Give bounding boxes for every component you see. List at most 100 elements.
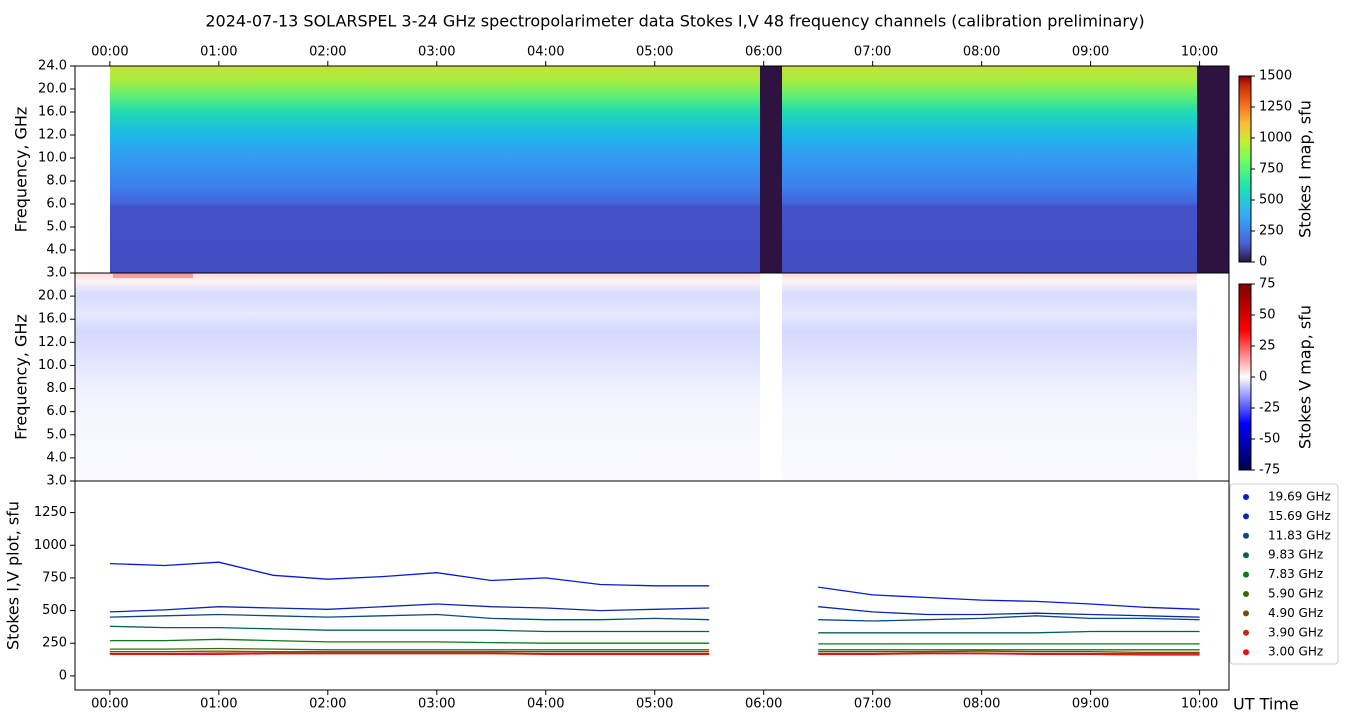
colorbar-tick-label: 1250 xyxy=(1259,100,1292,115)
colorbar-tick-label: 50 xyxy=(1259,308,1276,323)
x-tick-label: 04:00 xyxy=(527,45,564,60)
y-tick-label: 3.0 xyxy=(46,266,67,281)
y-tick-label: 250 xyxy=(42,636,67,651)
legend-label: 5.90 GHz xyxy=(1268,587,1323,601)
colorbar-tick-label: 500 xyxy=(1259,193,1284,208)
x-tick-label: 09:00 xyxy=(1072,45,1109,60)
y-tick-label: 10.0 xyxy=(38,358,67,373)
panel-frame xyxy=(74,480,1230,691)
x-tick-label: 07:00 xyxy=(854,697,891,712)
legend-marker xyxy=(1243,494,1249,500)
x-axis-label: UT Time xyxy=(1233,695,1299,714)
y-tick-label: 4.0 xyxy=(46,450,67,465)
colorbar-label: Stokes I map, sfu xyxy=(1296,100,1315,238)
colorbar-tick-label: 750 xyxy=(1259,162,1284,177)
legend-marker xyxy=(1243,571,1249,578)
series-line xyxy=(109,603,1200,618)
y-axis-label: Frequency, GHz xyxy=(12,314,31,440)
colorbar-tick-label: -50 xyxy=(1259,432,1280,447)
series-line xyxy=(109,653,1200,656)
y-tick-label: 12.0 xyxy=(38,335,67,350)
colorbar-tick-label: -75 xyxy=(1259,463,1280,478)
y-axis-label: Stokes I,V plot, sfu xyxy=(4,501,23,650)
legend-label: 15.69 GHz xyxy=(1268,509,1331,523)
x-tick-label: 00:00 xyxy=(91,45,128,60)
y-tick-label: 20.0 xyxy=(38,289,67,304)
y-tick-label: 0 xyxy=(59,668,67,683)
legend-marker xyxy=(1243,649,1249,656)
legend-marker xyxy=(1243,552,1249,559)
colorbar-v xyxy=(1238,283,1252,471)
y-tick-label: 500 xyxy=(42,603,67,618)
x-tick-label: 04:00 xyxy=(527,697,564,712)
x-tick-label: 01:00 xyxy=(200,697,237,712)
colorbar-tick-label: 0 xyxy=(1259,370,1267,385)
y-tick-label: 3.0 xyxy=(46,474,67,489)
y-tick-label: 16.0 xyxy=(38,105,67,120)
series-line xyxy=(109,613,1200,622)
x-tick-label: 05:00 xyxy=(636,697,673,712)
y-tick-label: 6.0 xyxy=(46,404,67,419)
y-tick-label: 1250 xyxy=(34,505,67,520)
x-tick-label: 07:00 xyxy=(854,45,891,60)
stokes-i-map xyxy=(110,66,1229,273)
series-line xyxy=(109,650,1200,654)
legend-label: 3.00 GHz xyxy=(1268,645,1323,659)
y-tick-label: 10.0 xyxy=(38,151,67,166)
y-tick-label: 8.0 xyxy=(46,381,67,396)
x-tick-label: 02:00 xyxy=(309,697,346,712)
x-tick-label: 10:00 xyxy=(1181,697,1218,712)
colorbar-tick-label: 1500 xyxy=(1259,69,1292,84)
colorbar-tick-label: 0 xyxy=(1259,255,1267,270)
legend-label: 11.83 GHz xyxy=(1268,528,1331,542)
legend-marker xyxy=(1243,532,1249,539)
series-line xyxy=(109,638,1200,645)
colorbar-tick-label: -25 xyxy=(1259,401,1280,416)
colorbar-tick-label: 75 xyxy=(1259,277,1276,292)
y-tick-label: 5.0 xyxy=(46,427,67,442)
x-tick-label: 09:00 xyxy=(1072,697,1109,712)
x-tick-label: 05:00 xyxy=(636,45,673,60)
stokes-v-map xyxy=(75,273,1197,481)
y-tick-label: 5.0 xyxy=(46,220,67,235)
y-tick-label: 6.0 xyxy=(46,197,67,212)
series-line xyxy=(109,561,1200,610)
legend-label: 9.83 GHz xyxy=(1268,548,1323,562)
title: 2024-07-13 SOLARSPEL 3-24 GHz spectropol… xyxy=(205,12,1144,31)
y-tick-label: 1000 xyxy=(34,538,67,553)
y-tick-label: 12.0 xyxy=(38,128,67,143)
legend-label: 3.90 GHz xyxy=(1268,625,1323,639)
x-tick-label: 01:00 xyxy=(200,45,237,60)
y-axis-label: Frequency, GHz xyxy=(12,107,31,233)
legend-box xyxy=(1229,483,1339,665)
y-tick-label: 16.0 xyxy=(38,312,67,327)
series-line xyxy=(109,625,1200,634)
x-tick-label: 03:00 xyxy=(418,45,455,60)
legend-marker xyxy=(1243,591,1249,597)
colorbar-tick-label: 250 xyxy=(1259,224,1284,239)
colorbar-tick-label: 1000 xyxy=(1259,131,1292,146)
series-line xyxy=(109,647,1200,651)
y-tick-label: 750 xyxy=(42,570,67,585)
x-tick-label: 00:00 xyxy=(91,697,128,712)
x-tick-label: 08:00 xyxy=(963,45,1000,60)
legend-label: 7.83 GHz xyxy=(1268,567,1323,581)
legend-marker xyxy=(1243,610,1249,617)
colorbar-label: Stokes V map, sfu xyxy=(1296,305,1315,449)
colorbar-i xyxy=(1238,75,1252,263)
x-tick-label: 06:00 xyxy=(745,697,782,712)
legend-label: 19.69 GHz xyxy=(1268,490,1331,504)
y-tick-label: 4.0 xyxy=(46,243,67,258)
legend-label: 4.90 GHz xyxy=(1268,606,1323,620)
legend-marker xyxy=(1243,513,1249,520)
legend-marker xyxy=(1243,629,1249,636)
colorbar-tick-label: 25 xyxy=(1259,339,1276,354)
x-tick-label: 06:00 xyxy=(745,45,782,60)
x-tick-label: 02:00 xyxy=(309,45,346,60)
x-tick-label: 08:00 xyxy=(963,697,1000,712)
x-tick-label: 10:00 xyxy=(1181,45,1218,60)
y-tick-label: 8.0 xyxy=(46,174,67,189)
y-tick-label: 24.0 xyxy=(38,59,67,74)
x-tick-label: 03:00 xyxy=(418,697,455,712)
